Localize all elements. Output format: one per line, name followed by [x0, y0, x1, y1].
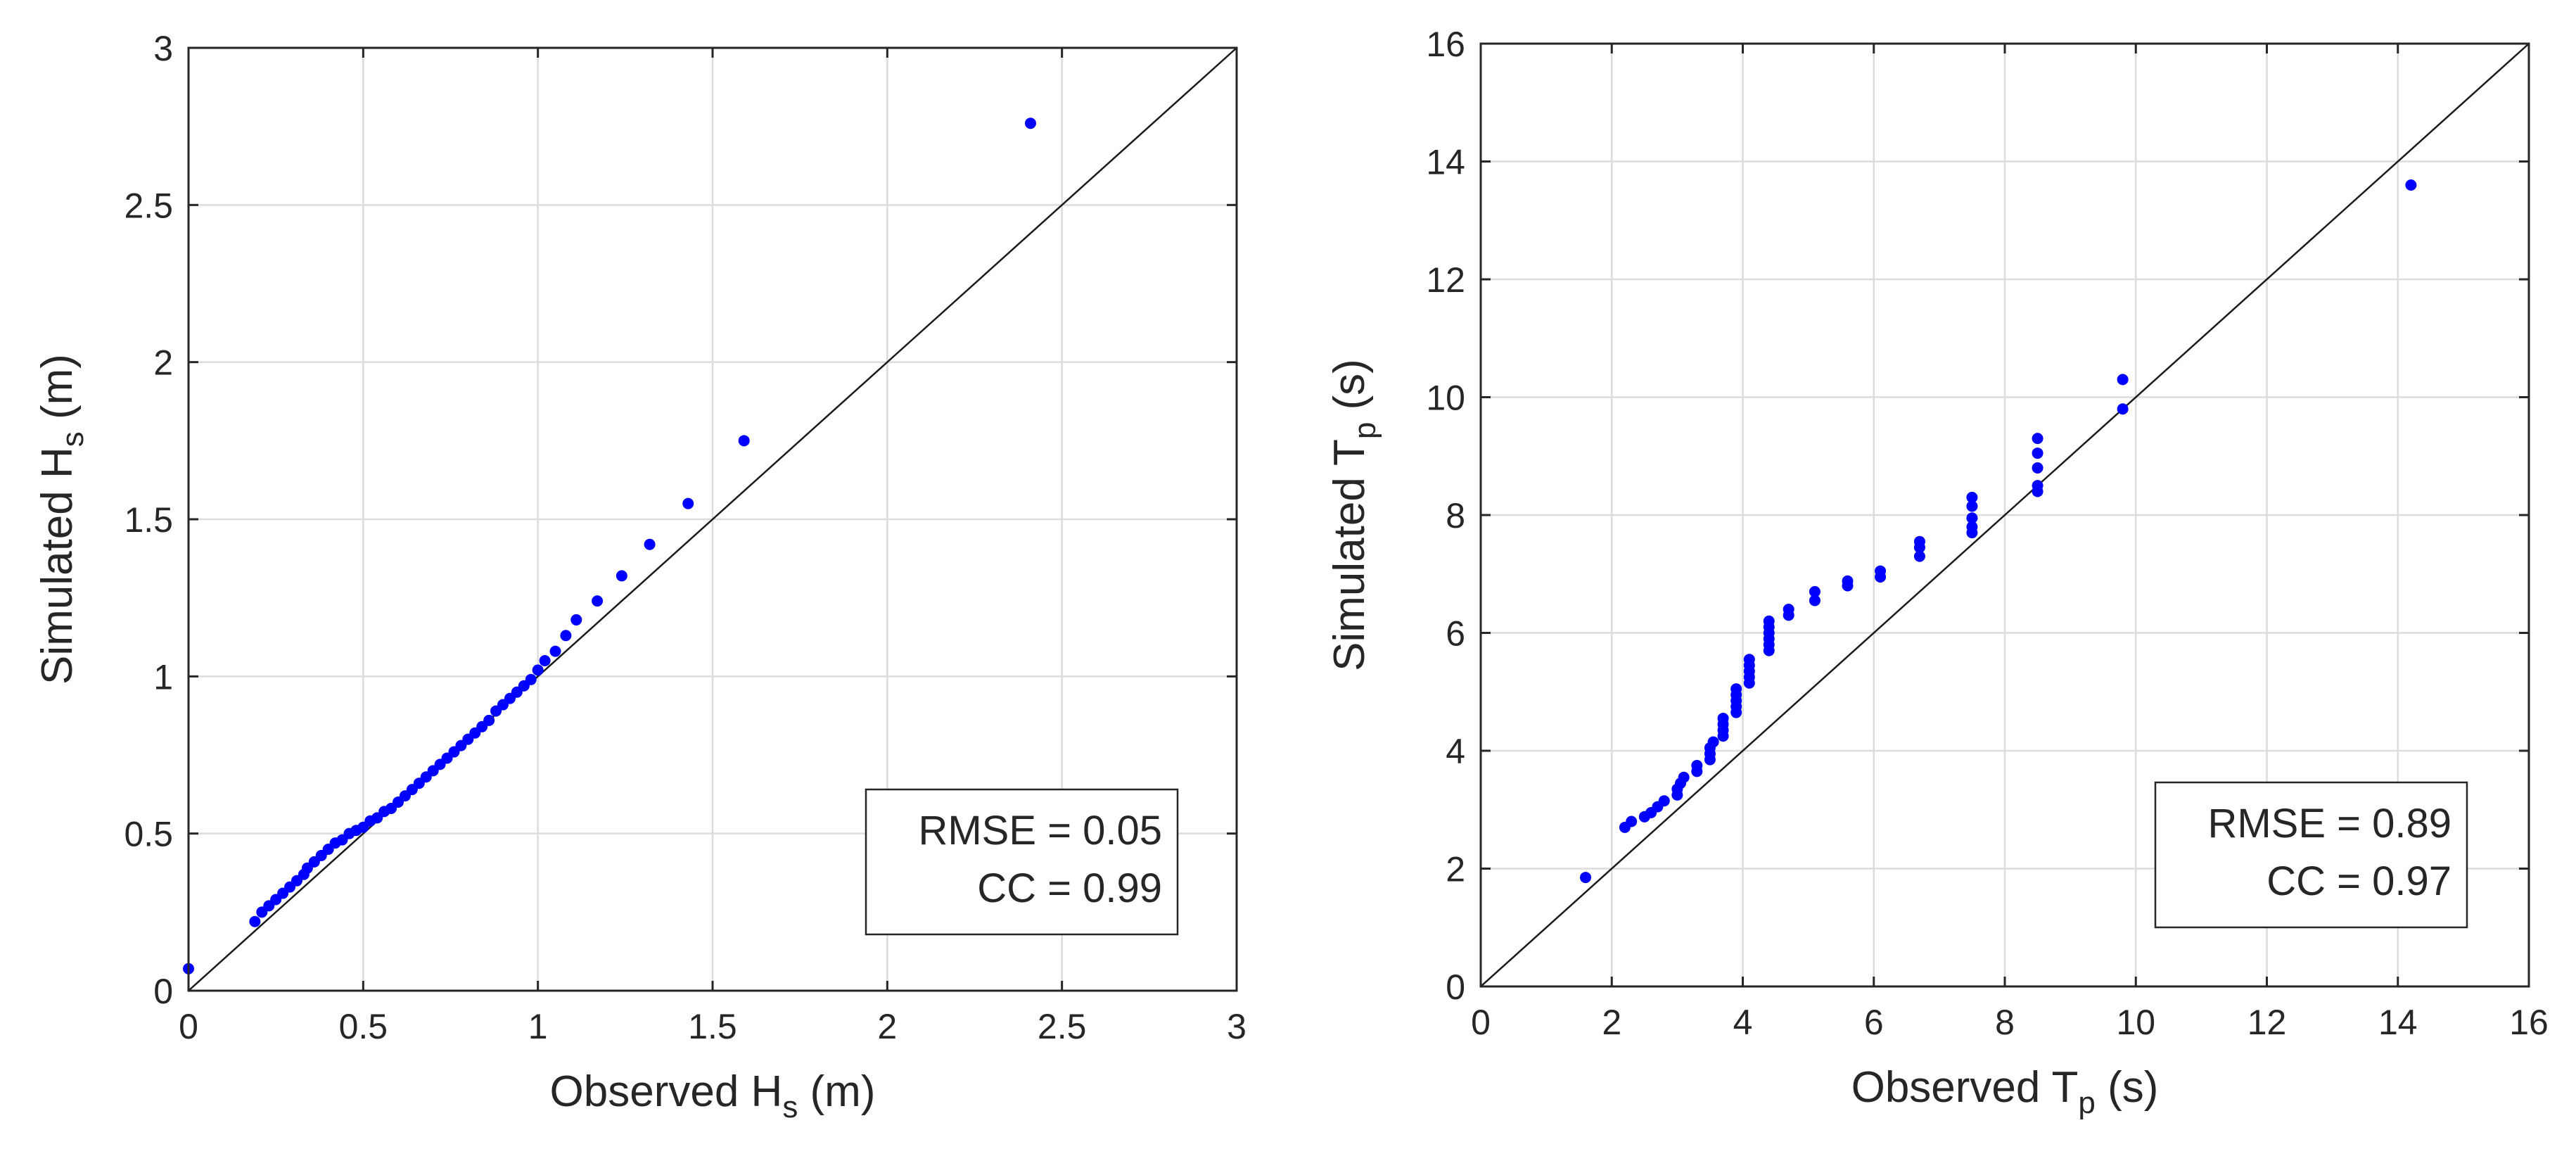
rmse-text: RMSE = 0.89 — [2207, 801, 2451, 846]
data-point — [1691, 759, 1703, 771]
data-point — [1875, 565, 1887, 577]
x-axis-label: Observed Hs (m) — [550, 1067, 876, 1124]
y-tick-label: 0 — [1446, 967, 1465, 1007]
y-tick-label: 3 — [153, 29, 173, 68]
data-point — [549, 645, 561, 657]
stats-box: RMSE = 0.05 CC = 0.99 — [865, 788, 1179, 936]
data-point — [1717, 712, 1729, 724]
stats-box: RMSE = 0.89 CC = 0.97 — [2154, 781, 2468, 929]
data-point — [2117, 403, 2129, 415]
data-point — [1809, 595, 1821, 607]
one-to-one-line — [1480, 43, 2530, 987]
data-point — [1730, 683, 1742, 695]
y-tick-label: 8 — [1446, 496, 1465, 535]
data-point — [1966, 521, 1978, 533]
stats-box-frame — [2154, 781, 2468, 929]
x-tick-label: 3 — [1227, 1007, 1246, 1046]
cc-text: CC = 0.99 — [977, 865, 1162, 911]
data-point — [1783, 604, 1794, 615]
y-tick-label: 4 — [1446, 732, 1465, 771]
data-point — [525, 673, 537, 685]
x-tick-label: 0.5 — [339, 1007, 388, 1046]
data-point — [1024, 118, 1036, 129]
data-point — [2405, 179, 2417, 191]
data-point — [1809, 585, 1821, 597]
data-point — [539, 655, 551, 666]
data-point — [1842, 575, 1854, 587]
rmse-text: RMSE = 0.05 — [918, 808, 1162, 853]
cc-text: CC = 0.97 — [2266, 858, 2451, 904]
data-point — [1763, 615, 1775, 627]
data-point — [2032, 462, 2043, 474]
x-tick-label: 0 — [1471, 1003, 1491, 1042]
x-axis-label: Observed Tp (s) — [1851, 1063, 2159, 1120]
data-point — [560, 630, 572, 642]
y-tick-label: 1 — [153, 657, 173, 697]
data-point — [483, 714, 495, 726]
x-tick-label: 16 — [2509, 1003, 2549, 1042]
data-point — [1966, 500, 1978, 512]
chart-hs: 0 0.5 1 1.5 2 2.5 3 0 0.5 1 1.5 2 2.5 3 Observed Hs (m… — [33, 29, 1246, 1124]
y-tick-label: 12 — [1426, 260, 1465, 300]
y-tick-label: 10 — [1426, 379, 1465, 418]
data-point — [616, 570, 627, 582]
y-axis-label: Simulated Tp (s) — [1325, 359, 1382, 671]
x-tick-label: 0 — [179, 1007, 198, 1046]
data-point — [1658, 795, 1670, 807]
data-point — [2032, 433, 2043, 445]
data-point — [644, 538, 656, 550]
y-tick-label: 2 — [153, 343, 173, 383]
data-point — [1966, 491, 1978, 503]
data-point — [2032, 447, 2043, 459]
chart-tp: 0 2 4 6 8 10 12 14 16 0 2 4 6 8 10 12 14 16 Observed Tp (s… — [1325, 25, 2549, 1120]
y-tick-label: 2.5 — [124, 186, 173, 225]
stats-box-frame — [865, 788, 1179, 936]
data-point — [1913, 550, 1925, 562]
data-point — [2117, 374, 2129, 386]
data-point — [682, 497, 694, 509]
one-to-one-line — [188, 47, 1237, 991]
y-tick-label: 14 — [1426, 143, 1465, 182]
data-point — [1580, 872, 1591, 884]
data-point — [592, 595, 604, 607]
y-tick-label: 0 — [153, 972, 173, 1011]
data-point — [1626, 815, 1638, 827]
x-tick-label: 2 — [1602, 1003, 1621, 1042]
data-point — [570, 614, 582, 626]
data-point — [1743, 654, 1755, 666]
x-tick-label: 6 — [1864, 1003, 1884, 1042]
y-tick-label: 2 — [1446, 850, 1465, 889]
data-point — [532, 664, 544, 676]
x-tick-label: 12 — [2247, 1003, 2287, 1042]
y-tick-label: 0.5 — [124, 815, 173, 854]
y-tick-label: 16 — [1426, 25, 1465, 64]
y-tick-label: 1.5 — [124, 500, 173, 540]
data-point — [1913, 535, 1925, 547]
data-point — [2032, 480, 2043, 492]
x-tick-label: 2 — [877, 1007, 897, 1046]
y-axis-label: Simulated Hs (m) — [33, 354, 90, 685]
x-tick-label: 10 — [2116, 1003, 2155, 1042]
x-tick-label: 1.5 — [688, 1007, 737, 1046]
x-tick-label: 4 — [1733, 1003, 1753, 1042]
x-tick-label: 14 — [2378, 1003, 2418, 1042]
data-point — [1707, 736, 1719, 748]
x-tick-label: 8 — [1995, 1003, 2015, 1042]
data-point — [249, 915, 261, 927]
data-point — [738, 435, 750, 447]
y-tick-label: 6 — [1446, 614, 1465, 654]
data-point — [1678, 771, 1690, 783]
x-tick-label: 2.5 — [1038, 1007, 1087, 1046]
data-point — [1966, 512, 1978, 524]
x-tick-label: 1 — [528, 1007, 548, 1046]
